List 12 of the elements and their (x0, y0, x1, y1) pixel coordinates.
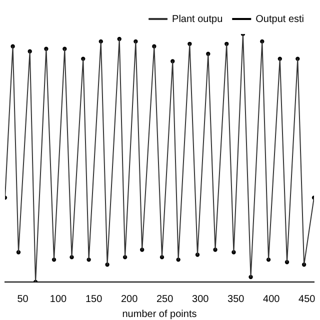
x-tick-label: 350 (228, 294, 245, 305)
x-tick-label: 250 (156, 294, 174, 305)
legend-label: Output esti (256, 14, 304, 25)
x-tick-label: 150 (85, 294, 103, 305)
legend-label: Plant outpu (172, 14, 223, 25)
x-tick-label: 450 (298, 294, 316, 305)
x-tick-label: 50 (17, 294, 29, 305)
x-tick-label: 100 (50, 294, 68, 305)
x-tick-label: 300 (192, 294, 210, 305)
x-tick-label: 200 (120, 294, 138, 305)
x-axis-title: number of points (122, 308, 197, 320)
x-tick-label: 400 (263, 294, 280, 305)
